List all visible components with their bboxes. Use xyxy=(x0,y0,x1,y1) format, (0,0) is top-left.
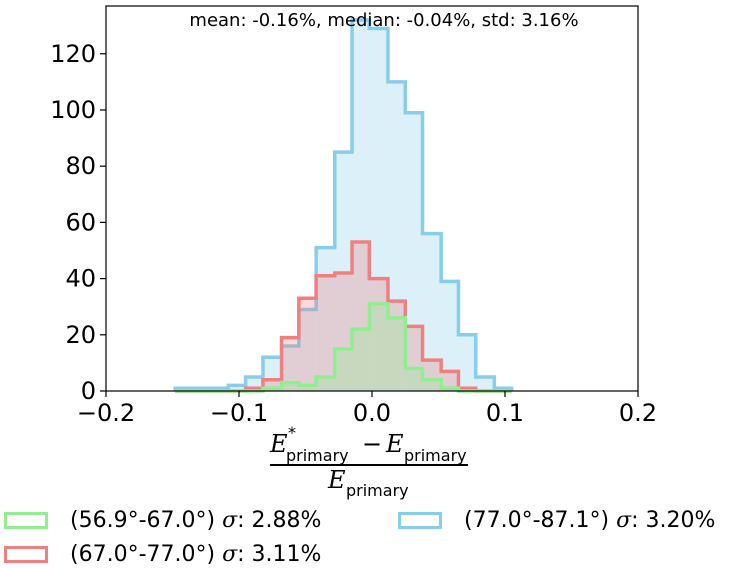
bar-77-0-87-1-5 xyxy=(262,357,282,391)
y-tick-label: 40 xyxy=(65,265,96,293)
bar-56-9-67-0-9 xyxy=(334,348,353,391)
bar-77-0-87-1-8 xyxy=(316,247,335,391)
bar-67-0-77-0-10 xyxy=(352,242,370,391)
legend-item-77-87: (77.0°-87.1°) σ: 3.20% xyxy=(398,508,715,533)
xlabel-second-symbol: E xyxy=(385,430,404,458)
legend-swatch-blue xyxy=(398,512,442,529)
legend-label: (67.0°-77.0°) σ: 3.11% xyxy=(70,542,322,567)
bar-67-0-77-0-6 xyxy=(281,337,299,391)
xlabel-operator: − xyxy=(362,430,382,458)
bar-56-9-67-0-14 xyxy=(422,379,442,391)
bar-77-0-87-1-11 xyxy=(369,28,388,392)
xlabel-second-sub: primary xyxy=(404,446,467,465)
bar-67-0-77-0-13 xyxy=(405,326,423,391)
bar-67-0-77-0-5 xyxy=(262,379,282,391)
stats-annotation: mean: -0.16%, median: -0.04%, std: 3.16% xyxy=(189,10,578,31)
bar-56-9-67-0-11 xyxy=(369,303,388,391)
bar-67-0-77-0-7 xyxy=(298,298,317,391)
y-tick-label: 20 xyxy=(65,321,96,349)
bar-67-0-77-0-15 xyxy=(441,371,459,391)
bar-56-9-67-0-8 xyxy=(316,376,335,391)
legend-swatch-green xyxy=(4,512,48,529)
y-tick-label: 60 xyxy=(65,208,96,236)
xlabel-num-star: * xyxy=(288,423,296,442)
bar-77-0-87-1-16 xyxy=(458,334,476,391)
bar-56-9-67-0-10 xyxy=(352,329,370,391)
bar-67-0-77-0-14 xyxy=(422,360,442,391)
series-outline-67-0-77-0 xyxy=(175,240,512,393)
bar-77-0-87-1-12 xyxy=(387,81,406,391)
legend-label: (56.9°-67.0°) σ: 2.88% xyxy=(70,508,322,533)
x-tick-label: 0.0 xyxy=(353,399,391,427)
bar-77-0-87-1-13 xyxy=(405,112,423,391)
bar-77-0-87-1-3 xyxy=(228,385,246,391)
legend-item-56-67: (56.9°-67.0°) σ: 2.88% xyxy=(4,508,321,533)
x-tick-label: 0.2 xyxy=(619,399,657,427)
x-tick-label: 0.1 xyxy=(486,399,524,427)
bar-67-0-77-0-12 xyxy=(387,301,406,391)
xlabel-num-sub: primary xyxy=(286,446,349,465)
bar-77-0-87-1-15 xyxy=(441,281,459,391)
y-tick-label: 80 xyxy=(65,152,96,180)
y-tick-label: 0 xyxy=(81,377,96,405)
legend-label: (77.0°-87.1°) σ: 3.20% xyxy=(464,508,716,533)
bar-56-9-67-0-6 xyxy=(281,382,299,391)
xlabel-den-sub: primary xyxy=(346,481,409,500)
x-tick-label: −0.1 xyxy=(210,399,268,427)
xlabel-num-symbol: E xyxy=(269,430,288,458)
bar-77-0-87-1-6 xyxy=(281,346,299,391)
histogram-chart: −0.2 −0.1 0.0 0.1 0.2 0 20 40 60 80 100 120 mean: -… xyxy=(50,5,657,500)
bar-56-9-67-0-13 xyxy=(405,368,423,391)
bar-67-0-77-0-11 xyxy=(369,278,388,391)
y-tick-label: 100 xyxy=(50,96,96,124)
x-axis-label: E * primary − E primary E primary xyxy=(269,423,468,500)
bar-56-9-67-0-7 xyxy=(298,385,317,391)
bar-77-0-87-1-10 xyxy=(352,20,370,392)
xlabel-den-symbol: E xyxy=(327,466,346,494)
bar-67-0-77-0-8 xyxy=(316,275,335,391)
bar-77-0-87-1-17 xyxy=(475,376,495,391)
y-tick-label: 120 xyxy=(50,40,96,68)
bar-56-9-67-0-12 xyxy=(387,317,406,391)
legend-swatch-red xyxy=(4,546,48,563)
x-tick-label: −0.2 xyxy=(77,399,135,427)
bar-77-0-87-1-7 xyxy=(298,309,317,391)
series-outline-77-0-87-1 xyxy=(173,18,514,391)
bar-67-0-77-0-9 xyxy=(334,272,353,391)
bar-77-0-87-1-14 xyxy=(422,233,442,391)
legend-item-67-77: (67.0°-77.0°) σ: 3.11% xyxy=(4,542,321,567)
